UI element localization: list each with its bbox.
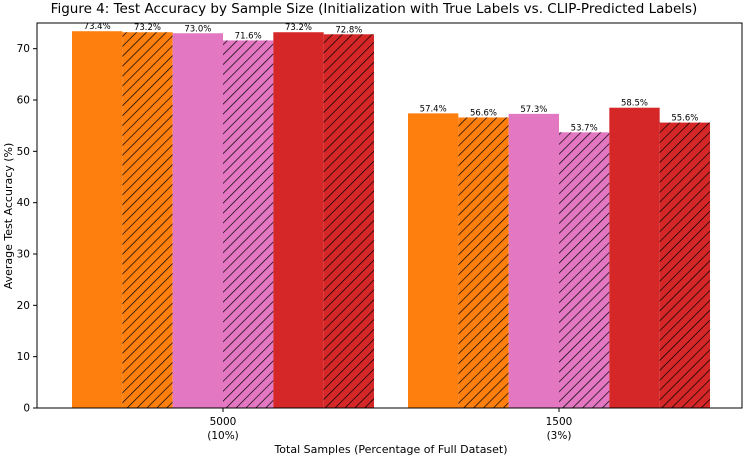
data-label: 73.2% [134,23,161,33]
bar [273,32,324,409]
y-tick-label: 30 [17,249,30,261]
data-label: 73.0% [184,24,211,34]
data-label: 73.2% [285,23,312,33]
data-label: 55.6% [671,114,698,124]
plot-frame [36,22,743,409]
y-tick-label: 70 [17,43,30,55]
bar [508,113,559,409]
x-axis-label: Total Samples (Percentage of Full Datase… [273,443,507,456]
bar-hatch [559,132,610,408]
data-label: 73.4% [84,22,111,32]
data-label: 56.6% [470,108,497,118]
y-tick-label: 0 [23,403,30,415]
y-tick-label: 60 [17,95,30,107]
data-label: 58.5% [621,99,648,109]
x-tick-label: 5000 [210,416,237,428]
data-label: 71.6% [235,31,262,41]
bar [72,31,123,409]
y-tick-label: 10 [17,351,30,363]
x-tick-sublabel: (10%) [207,430,239,442]
x-tick-label: 1500 [546,416,573,428]
data-label: 57.4% [420,104,447,114]
bar [609,107,660,408]
x-axis-ticks: 5000 (10%) 1500 (3%) [207,408,572,442]
y-axis-ticks: 0 10 20 30 40 50 60 70 [17,43,37,415]
y-axis-label: Average Test Accuracy (%) [2,143,15,290]
bar-hatch [323,34,374,408]
y-tick-label: 40 [17,197,30,209]
data-label: 72.8% [335,25,362,35]
data-label: 53.7% [571,123,598,133]
bar [408,113,459,408]
bar-hatch [223,40,274,408]
data-label: 57.3% [520,105,547,115]
bars-group [72,31,710,409]
x-tick-sublabel: (3%) [547,430,572,442]
chart-title: Figure 4: Test Accuracy by Sample Size (… [51,1,698,17]
y-tick-label: 20 [17,300,30,312]
y-tick-label: 50 [17,146,30,158]
bar-hatch [659,122,710,408]
bar-hatch [122,32,173,409]
data-labels-group: 73.4% 73.2% 73.0% 71.6% 73.2% 72.8% 57.4% 56.6%… [84,22,699,133]
bar-hatch [458,117,509,408]
bar [172,33,223,409]
